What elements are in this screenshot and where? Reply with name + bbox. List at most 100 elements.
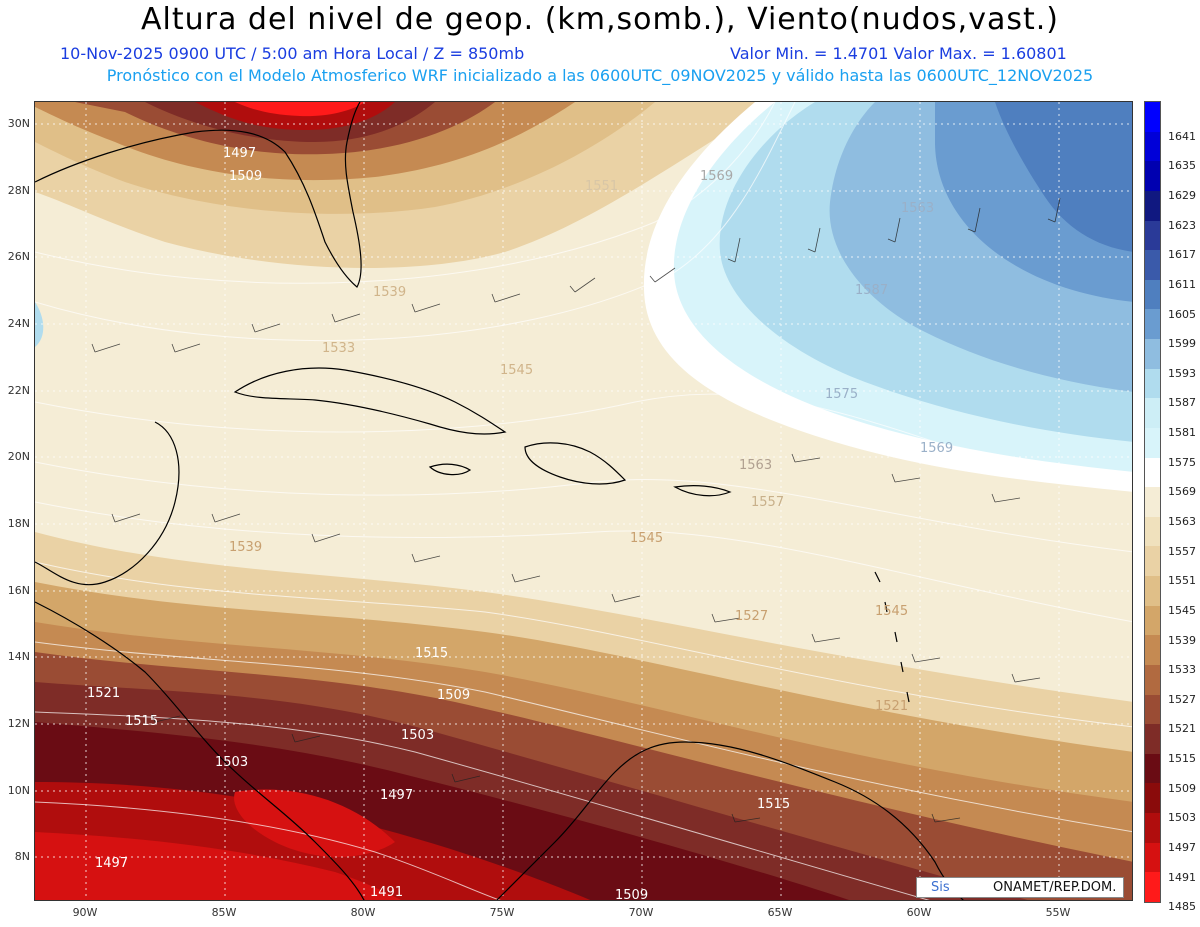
contour-label: 1569 [920, 441, 953, 456]
colorbar-segment [1145, 161, 1160, 192]
colorbar-label: 1611 [1168, 277, 1196, 291]
contour-label: 1569 [700, 169, 733, 184]
contour-label: 1545 [500, 363, 533, 378]
colorbar [1144, 101, 1161, 903]
colorbar-segment [1145, 457, 1160, 488]
colorbar-label: 1563 [1168, 515, 1196, 528]
contour-label: 1521 [87, 686, 120, 701]
colorbar-label: 1497 [1168, 840, 1196, 854]
contour-label: 1539 [373, 285, 406, 300]
colorbar-segment [1145, 131, 1160, 162]
contour-label: 1563 [739, 458, 772, 473]
lon-label: 85W [211, 906, 237, 919]
colorbar-label: 1491 [1168, 870, 1196, 884]
colorbar-segment [1145, 753, 1160, 784]
contour-label: 1503 [401, 728, 434, 743]
lon-label: 80W [350, 906, 376, 919]
colorbar-segment [1145, 813, 1160, 844]
colorbar-segment [1145, 605, 1160, 636]
colorbar-label: 1593 [1168, 366, 1196, 380]
colorbar-segment [1145, 427, 1160, 458]
min-max-values-text: Valor Min. = 1.4701 Valor Max. = 1.60801 [730, 44, 1067, 63]
lat-label: 12N [7, 717, 30, 730]
colorbar-segment [1145, 842, 1160, 873]
colorbar-label: 1569 [1168, 485, 1196, 499]
colorbar-label: 1539 [1168, 633, 1196, 647]
contour-label: 1497 [95, 856, 128, 871]
lon-label: 55W [1045, 906, 1071, 919]
lat-label: 20N [7, 450, 30, 463]
contour-label: 1527 [735, 609, 768, 624]
lat-label: 28N [7, 184, 30, 197]
map-canvas: 1497 1509 1551 1569 1563 1539 1533 1545 … [35, 102, 1132, 900]
colorbar-segment [1145, 102, 1160, 132]
colorbar-segment [1145, 309, 1160, 340]
contour-label: 1575 [825, 387, 858, 402]
lat-label: 30N [7, 117, 30, 130]
credit-text: ONAMET/REP.DOM. [993, 880, 1117, 895]
contour-label: 1533 [322, 341, 355, 356]
colorbar-label: 1575 [1168, 455, 1196, 469]
contour-label: 1515 [125, 714, 158, 729]
colorbar-segment [1145, 398, 1160, 429]
weather-map[interactable]: 1497 1509 1551 1569 1563 1539 1533 1545 … [34, 101, 1133, 901]
contour-label: 1545 [875, 604, 908, 619]
contour-label: 1587 [855, 283, 888, 298]
colorbar-segment [1145, 694, 1160, 725]
colorbar-segment [1145, 546, 1160, 577]
lat-label: 18N [7, 517, 30, 530]
colorbar-segment [1145, 220, 1160, 251]
contour-label: 1545 [630, 531, 663, 546]
graticule [35, 102, 1132, 900]
colorbar-label: 1527 [1168, 692, 1196, 706]
credit-left-text: Sis [931, 880, 950, 895]
contour-label: 1497 [380, 788, 413, 803]
colorbar-label: 1581 [1168, 426, 1196, 440]
colorbar-label: 1503 [1168, 811, 1196, 825]
colorbar-label: 1629 [1168, 189, 1196, 203]
colorbar-label: 1641 [1168, 129, 1196, 143]
colorbar-label: 1599 [1168, 337, 1196, 351]
contour-label: 1503 [215, 755, 248, 770]
colorbar-segment [1145, 339, 1160, 370]
colorbar-label: 1551 [1168, 574, 1196, 588]
contour-labels: 1497 1509 1551 1569 1563 1539 1533 1545 … [87, 146, 953, 900]
colorbar-segment [1145, 279, 1160, 310]
wind-barbs [91, 197, 1061, 823]
contour-label: 1551 [585, 179, 618, 194]
page-title: Altura del nivel de geop. (km,somb.), Vi… [141, 2, 1059, 37]
colorbar-segment [1145, 783, 1160, 814]
colorbar-segment [1145, 576, 1160, 607]
colorbar-segment [1145, 190, 1160, 221]
contour-label: 1539 [229, 540, 262, 555]
lat-label: 14N [7, 650, 30, 663]
lat-label: 24N [7, 317, 30, 330]
lat-label: 16N [7, 584, 30, 597]
credit-box: Sis ONAMET/REP.DOM. [916, 877, 1124, 898]
colorbar-segment [1145, 516, 1160, 547]
lon-label: 75W [489, 906, 515, 919]
lat-label: 10N [7, 784, 30, 797]
lon-label: 90W [72, 906, 98, 919]
colorbar-label: 1485 [1168, 900, 1196, 914]
contour-label: 1515 [757, 797, 790, 812]
contour-label: 1521 [875, 699, 908, 714]
lat-label: 22N [7, 384, 30, 397]
coastlines [35, 102, 964, 900]
colorbar-segment [1145, 368, 1160, 399]
contour-label: 1515 [415, 646, 448, 661]
contour-label: 1557 [751, 495, 784, 510]
colorbar-label: 1521 [1168, 722, 1196, 736]
contour-label: 1491 [370, 885, 403, 900]
lat-label: 8N [14, 850, 30, 863]
colorbar-label: 1515 [1168, 752, 1196, 766]
colorbar-label: 1587 [1168, 396, 1196, 410]
valid-time-text: 10-Nov-2025 0900 UTC / 5:00 am Hora Loca… [60, 44, 525, 63]
subtitle-line-1: 10-Nov-2025 0900 UTC / 5:00 am Hora Loca… [0, 44, 1200, 66]
lat-label: 26N [7, 250, 30, 263]
colorbar-label: 1545 [1168, 603, 1196, 617]
lon-label: 65W [767, 906, 793, 919]
colorbar-label: 1617 [1168, 248, 1196, 262]
colorbar-segment [1145, 724, 1160, 755]
contour-label: 1563 [901, 201, 934, 216]
